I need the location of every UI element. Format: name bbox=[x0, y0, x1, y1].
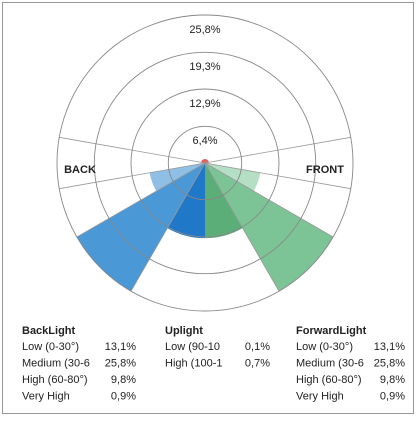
r-tick-label: 25,8% bbox=[189, 24, 220, 36]
legend-title: ForwardLight bbox=[296, 325, 367, 337]
value-label: 0,9% bbox=[111, 390, 136, 402]
value-label: 25,8% bbox=[105, 357, 136, 369]
value-label: 0,1% bbox=[245, 341, 270, 353]
value-label: 0,7% bbox=[245, 357, 270, 369]
side-label: FRONT bbox=[306, 164, 344, 176]
legend-label: Very High bbox=[296, 390, 344, 402]
r-tick-label: 12,9% bbox=[189, 98, 220, 110]
legend-title: BackLight bbox=[22, 325, 76, 337]
legend-label: Very High bbox=[22, 390, 70, 402]
value-label: 25,8% bbox=[374, 357, 405, 369]
r-tick-label: 19,3% bbox=[189, 61, 220, 73]
value-label: 13,1% bbox=[374, 341, 405, 353]
legend-label: Low (90-10 bbox=[165, 341, 220, 353]
side-label: BACK bbox=[64, 164, 96, 176]
legend-label: Low (0-30°) bbox=[22, 341, 79, 353]
legend-label: Medium (30-6 bbox=[296, 357, 364, 369]
legend-label: High (60-80°) bbox=[22, 374, 88, 386]
value-label: 13,1% bbox=[105, 341, 136, 353]
legend-label: Medium (30-6 bbox=[22, 357, 90, 369]
r-tick-label: 6,4% bbox=[192, 135, 217, 147]
value-label: 9,8% bbox=[380, 374, 405, 386]
legend-label: Low (0-30°) bbox=[296, 341, 353, 353]
legend-label: High (60-80°) bbox=[296, 374, 362, 386]
value-label: 0,9% bbox=[380, 390, 405, 402]
legend-label: High (100-1 bbox=[165, 357, 222, 369]
value-label: 9,8% bbox=[111, 374, 136, 386]
legend-title: Uplight bbox=[165, 325, 203, 337]
